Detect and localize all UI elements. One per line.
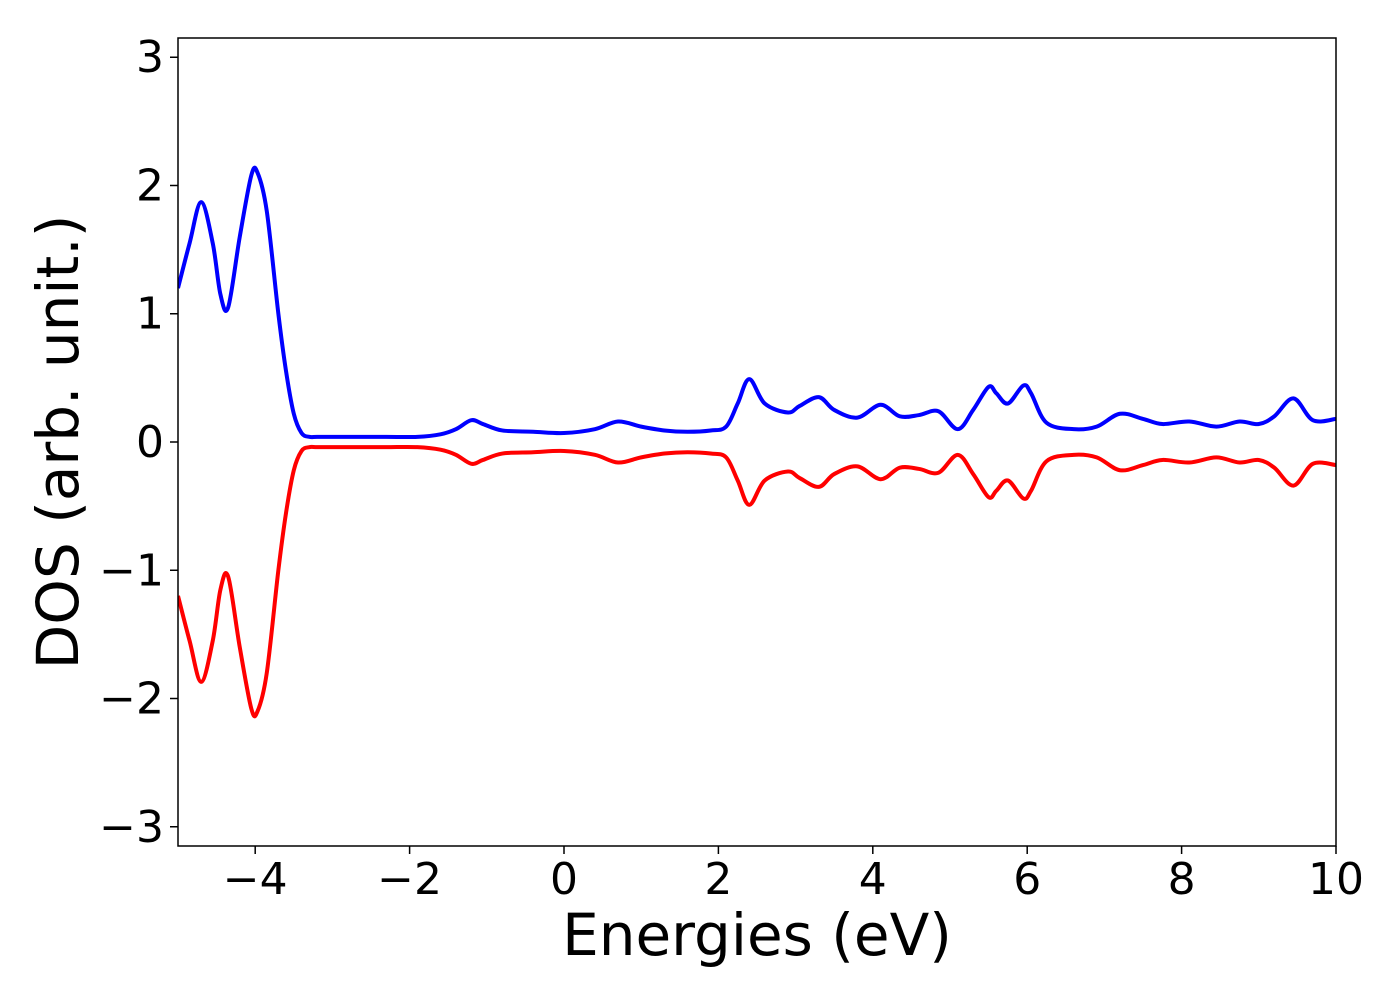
x-tick-label: 2 <box>704 854 732 905</box>
y-tick-label: −1 <box>99 545 164 596</box>
x-tick-label: 8 <box>1168 854 1196 905</box>
dos-spin-up-line <box>178 165 1336 440</box>
plot-frame <box>177 37 1337 847</box>
ticks-layer: −4 −2 0 2 4 6 8 10 −3 −2 −1 0 1 2 3 <box>99 32 1364 905</box>
dos-spin-down-line <box>178 444 1336 719</box>
y-tick-label: 3 <box>136 32 164 83</box>
x-tick-label: −2 <box>377 854 442 905</box>
x-axis-title: Energies (eV) <box>562 901 952 969</box>
x-tick-label: 4 <box>859 854 887 905</box>
y-tick-label: −3 <box>99 802 164 853</box>
y-tick-label: −2 <box>99 674 164 725</box>
y-tick-label: 0 <box>136 417 164 468</box>
x-tick-label: 0 <box>550 854 578 905</box>
x-tick-label: 6 <box>1013 854 1041 905</box>
x-tick-label: −4 <box>223 854 288 905</box>
y-axis-title: DOS (arb. unit.) <box>24 215 92 670</box>
series-layer <box>178 165 1336 719</box>
y-tick-label: 2 <box>136 160 164 211</box>
y-tick-label: 1 <box>136 289 164 340</box>
x-tick-label: 10 <box>1308 854 1364 905</box>
